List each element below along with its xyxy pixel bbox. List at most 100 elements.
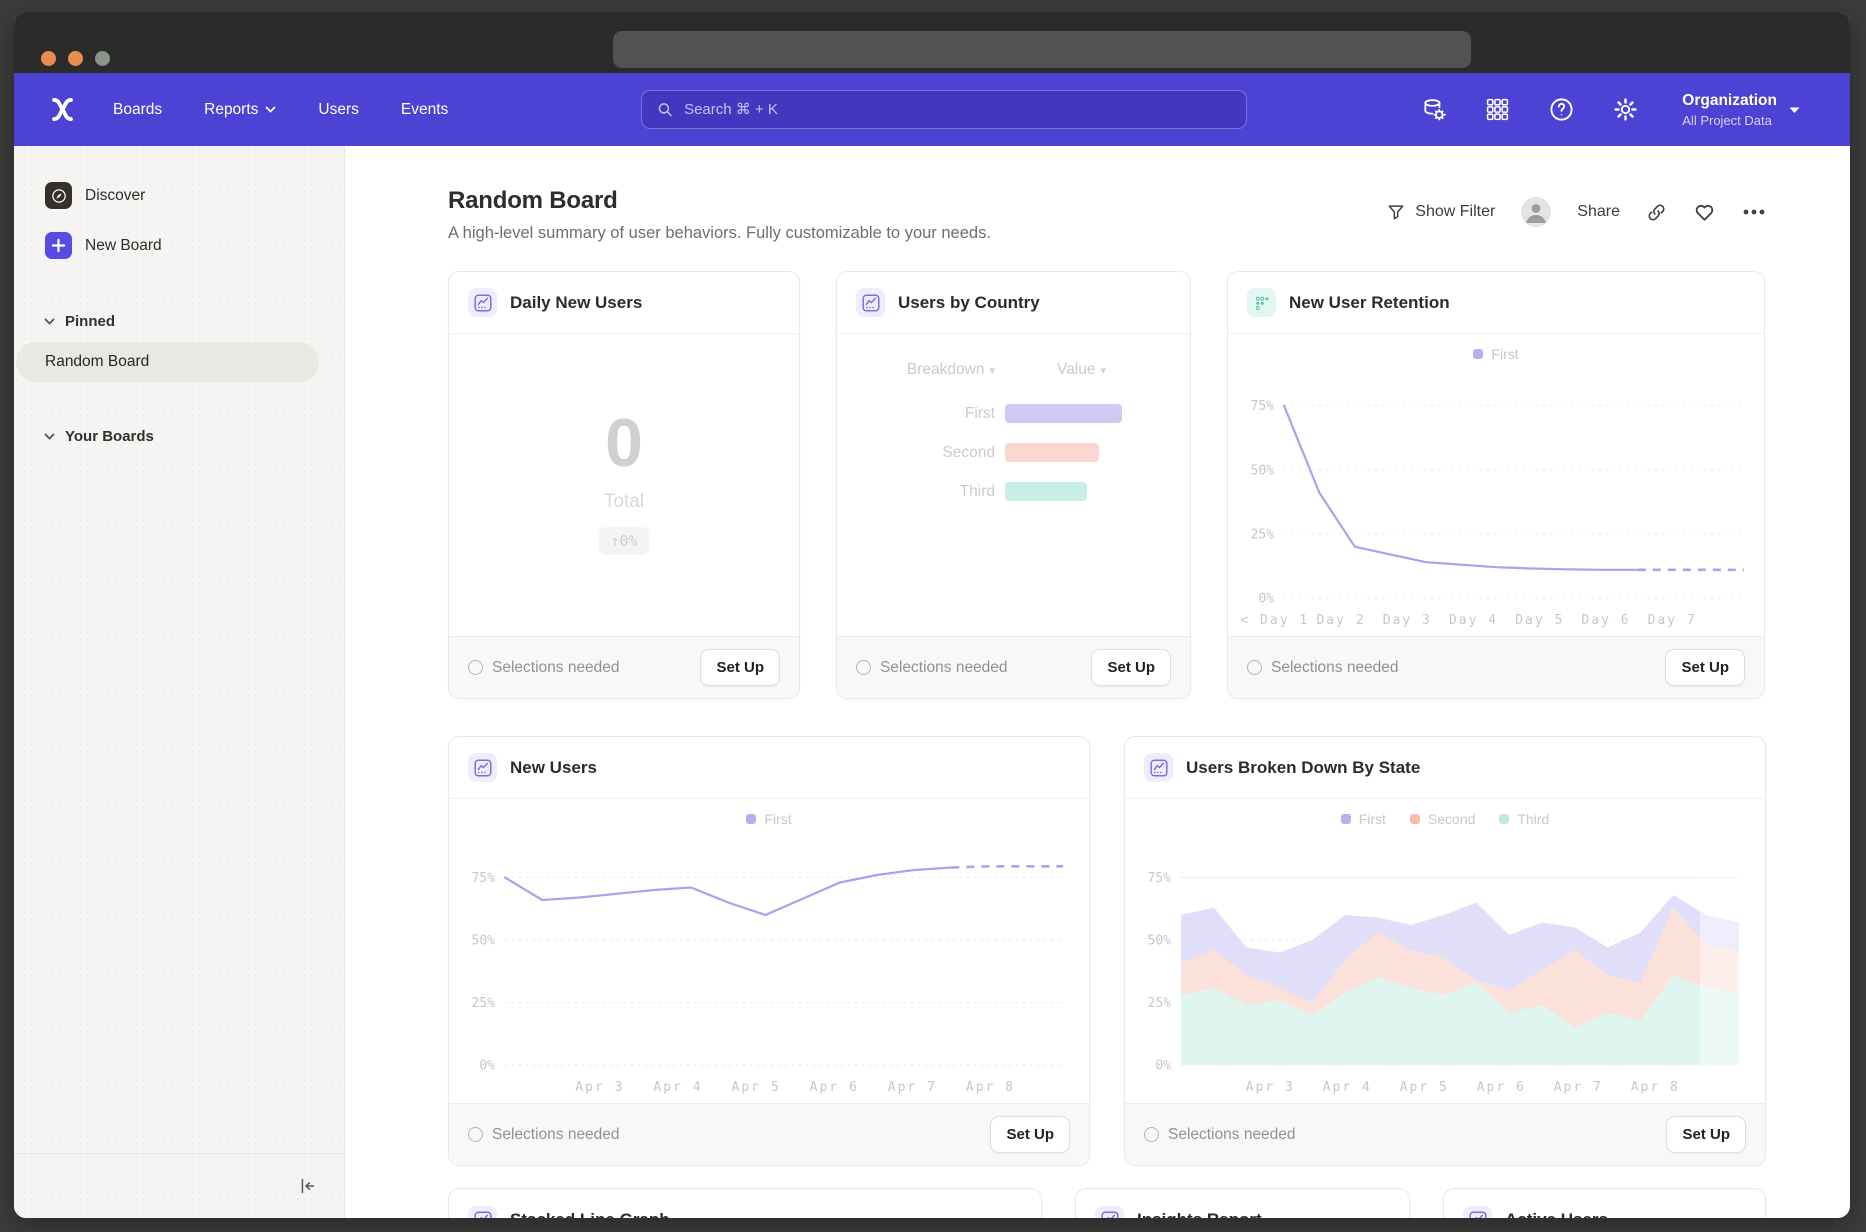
sidebar-section-label: Pinned [65,313,116,330]
legend-item: Third [1499,811,1549,827]
retention-line-chart: 0% 25% 50% 75% < Day 1 Day 2 Day 3 Day 4 Day 5 Da… [1240,399,1744,628]
nav-item-users[interactable]: Users [318,101,358,119]
chevron-down-icon [266,106,276,113]
sidebar: Discover New Board Pinned Random Board Y… [14,146,345,1218]
copy-link-icon[interactable] [1646,202,1667,223]
set-up-button[interactable]: Set Up [990,1116,1070,1153]
card-title: New User Retention [1289,292,1450,312]
status-circle-icon [856,660,871,675]
card-title: Users Broken Down By State [1186,757,1421,777]
nav-item-events[interactable]: Events [401,101,448,119]
svg-text:Day 6: Day 6 [1581,613,1630,628]
legend-item: First [1473,346,1519,362]
metric-label: Total [603,491,645,512]
zoom-window-button[interactable] [95,51,110,66]
value-bar [1005,482,1087,501]
breakdown-table-header: Breakdown ▾ Value ▾ [837,361,1190,379]
nav-item-label: Reports [204,100,259,118]
search-input[interactable] [684,101,1232,118]
close-window-button[interactable] [41,51,56,66]
sidebar-section-pinned[interactable]: Pinned [14,313,344,330]
chevron-down-icon [44,318,55,325]
delta-badge: ↑0% [599,527,649,555]
collapse-sidebar-icon[interactable] [296,1175,318,1197]
show-filter-label: Show Filter [1415,203,1496,220]
sidebar-section-your-boards[interactable]: Your Boards [14,428,344,445]
sidebar-item-random-board[interactable]: Random Board [16,342,319,382]
more-options-icon[interactable] [1742,207,1766,217]
sidebar-item-label: Discover [85,186,146,204]
page-description: A high-level summary of user behaviors. … [448,224,991,242]
chevron-down-icon [44,433,55,440]
top-navbar: Boards Reports Users Events [14,73,1850,146]
insights-chart-icon [468,288,497,317]
set-up-button[interactable]: Set Up [1665,649,1745,686]
chevron-down-icon: ▾ [1100,365,1107,377]
set-up-button[interactable]: Set Up [1091,649,1171,686]
svg-text:Apr 5: Apr 5 [1400,1080,1449,1095]
avatar[interactable] [1521,197,1552,227]
address-bar[interactable] [613,31,1471,68]
minimize-window-button[interactable] [68,51,83,66]
card-title: Active Users [1505,1210,1608,1218]
card-new-user-retention: New User Retention First 0% 25% 50% 75% < Da… [1227,271,1765,699]
svg-text:Apr 3: Apr 3 [1246,1080,1295,1095]
status-circle-icon [468,1127,483,1142]
card-title: Stacked Line Graph [510,1210,670,1218]
legend-item: First [746,811,792,827]
row-label: Third [959,482,995,500]
svg-text:Apr 8: Apr 8 [966,1080,1015,1095]
table-row: Second [837,443,1190,462]
global-search[interactable] [641,90,1247,129]
value-bar [1005,404,1122,423]
data-management-icon[interactable] [1420,96,1447,123]
row-label: Second [942,443,995,461]
card-title: New Users [510,757,597,777]
new-users-line-chart: 0% 25% 50% 75% Apr 3 Apr 4 Apr 5 Apr 6 Apr 7 Apr … [472,864,1063,1095]
card-status: Selections needed [1247,659,1399,677]
svg-text:25%: 25% [1251,527,1275,542]
sidebar-item-discover[interactable]: Discover [14,182,344,209]
card-insights-report: Insights Report [1075,1188,1410,1218]
svg-text:75%: 75% [1148,871,1172,886]
metric-value: 0 [605,405,643,481]
search-icon [658,103,672,117]
card-title: Users by Country [898,292,1040,312]
favorite-heart-icon[interactable] [1693,201,1716,224]
svg-text:0%: 0% [1155,1059,1171,1074]
value-column-header[interactable]: Value ▾ [1057,361,1107,378]
mixpanel-logo-icon[interactable] [49,96,76,123]
status-circle-icon [468,660,483,675]
chevron-down-icon [1789,107,1800,113]
chart-legend: First [1228,346,1764,362]
insights-chart-icon [1144,753,1173,782]
share-button[interactable]: Share [1577,203,1620,221]
settings-gear-icon[interactable] [1612,96,1639,123]
nav-item-boards[interactable]: Boards [113,101,162,119]
apps-grid-icon[interactable] [1484,96,1511,123]
card-title: Daily New Users [510,292,643,312]
svg-text:50%: 50% [1251,463,1275,478]
svg-text:0%: 0% [1258,592,1274,607]
breakdown-column-header[interactable]: Breakdown ▾ [906,361,995,378]
nav-item-reports[interactable]: Reports [204,101,276,119]
nav-item-label: Users [318,100,359,118]
value-bar [1005,443,1099,462]
svg-text:Day 3: Day 3 [1383,613,1432,628]
set-up-button[interactable]: Set Up [700,649,780,686]
help-icon[interactable] [1548,96,1575,123]
insights-chart-icon [468,753,497,782]
card-users-by-country: Users by Country Breakdown ▾ Value ▾ First [836,271,1191,699]
set-up-button[interactable]: Set Up [1666,1116,1746,1153]
show-filter-button[interactable]: Show Filter [1386,202,1495,222]
plus-icon [45,232,72,259]
sidebar-item-new-board[interactable]: New Board [14,232,344,259]
svg-text:75%: 75% [472,871,496,886]
card-status: Selections needed [468,1126,620,1144]
svg-text:Apr 7: Apr 7 [1554,1080,1603,1095]
table-row: Third [837,482,1190,501]
org-switcher[interactable]: Organization All Project Data [1682,92,1800,128]
status-text: Selections needed [1168,1125,1296,1143]
svg-text:Apr 6: Apr 6 [1477,1080,1526,1095]
svg-text:Day 5: Day 5 [1515,613,1564,628]
